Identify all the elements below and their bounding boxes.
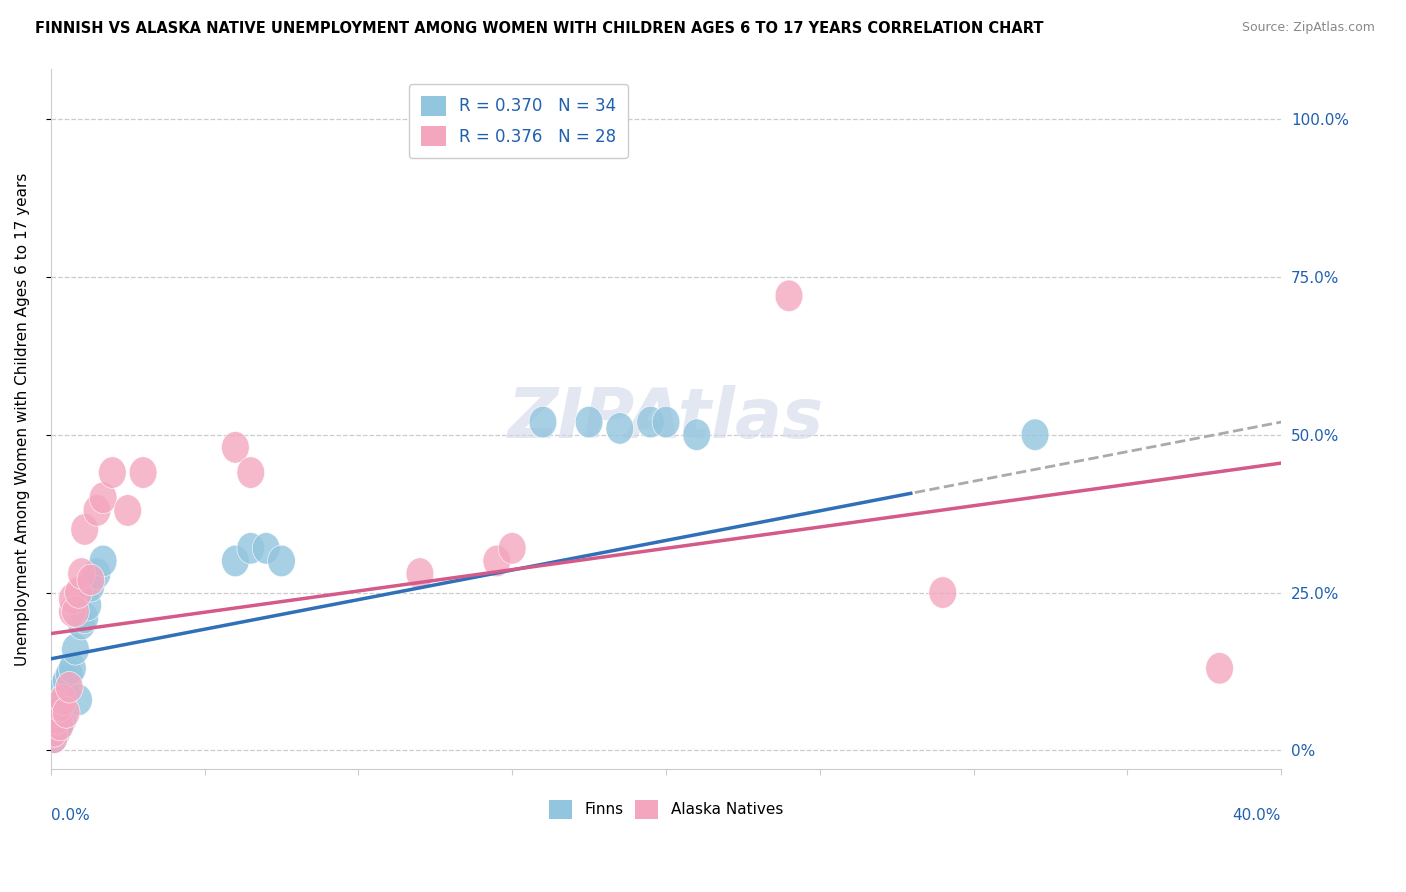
Text: 40.0%: 40.0% bbox=[1233, 808, 1281, 822]
Ellipse shape bbox=[529, 406, 557, 438]
Ellipse shape bbox=[55, 672, 83, 703]
Ellipse shape bbox=[59, 583, 86, 615]
Ellipse shape bbox=[39, 722, 67, 754]
Ellipse shape bbox=[1206, 653, 1233, 684]
Legend: Finns, Alaska Natives: Finns, Alaska Natives bbox=[543, 794, 789, 825]
Ellipse shape bbox=[929, 577, 956, 608]
Ellipse shape bbox=[236, 457, 264, 488]
Ellipse shape bbox=[49, 703, 77, 735]
Ellipse shape bbox=[775, 280, 803, 311]
Ellipse shape bbox=[49, 684, 77, 715]
Ellipse shape bbox=[89, 545, 117, 577]
Ellipse shape bbox=[683, 419, 710, 450]
Ellipse shape bbox=[75, 590, 101, 621]
Ellipse shape bbox=[83, 558, 111, 590]
Ellipse shape bbox=[44, 703, 70, 735]
Ellipse shape bbox=[44, 715, 70, 747]
Ellipse shape bbox=[637, 406, 665, 438]
Ellipse shape bbox=[484, 545, 510, 577]
Ellipse shape bbox=[77, 564, 104, 596]
Ellipse shape bbox=[52, 678, 80, 709]
Ellipse shape bbox=[52, 697, 80, 728]
Ellipse shape bbox=[575, 406, 603, 438]
Ellipse shape bbox=[62, 596, 89, 627]
Ellipse shape bbox=[62, 633, 89, 665]
Ellipse shape bbox=[39, 709, 67, 741]
Ellipse shape bbox=[83, 495, 111, 526]
Ellipse shape bbox=[70, 514, 98, 545]
Ellipse shape bbox=[46, 697, 75, 728]
Ellipse shape bbox=[606, 413, 634, 444]
Text: Source: ZipAtlas.com: Source: ZipAtlas.com bbox=[1241, 21, 1375, 35]
Ellipse shape bbox=[65, 684, 93, 715]
Ellipse shape bbox=[222, 545, 249, 577]
Ellipse shape bbox=[222, 432, 249, 463]
Ellipse shape bbox=[114, 495, 142, 526]
Ellipse shape bbox=[39, 722, 67, 754]
Ellipse shape bbox=[77, 570, 104, 602]
Ellipse shape bbox=[406, 558, 434, 590]
Ellipse shape bbox=[46, 690, 75, 722]
Ellipse shape bbox=[46, 709, 75, 741]
Ellipse shape bbox=[67, 608, 96, 640]
Ellipse shape bbox=[65, 577, 93, 608]
Ellipse shape bbox=[252, 533, 280, 564]
Text: 0.0%: 0.0% bbox=[51, 808, 90, 822]
Ellipse shape bbox=[49, 684, 77, 715]
Ellipse shape bbox=[98, 457, 127, 488]
Ellipse shape bbox=[46, 709, 75, 741]
Text: ZIPAtlas: ZIPAtlas bbox=[508, 385, 824, 452]
Ellipse shape bbox=[59, 653, 86, 684]
Ellipse shape bbox=[67, 558, 96, 590]
Ellipse shape bbox=[129, 457, 157, 488]
Ellipse shape bbox=[70, 602, 98, 633]
Ellipse shape bbox=[267, 545, 295, 577]
Ellipse shape bbox=[55, 659, 83, 690]
Ellipse shape bbox=[1021, 419, 1049, 450]
Ellipse shape bbox=[46, 690, 75, 722]
Ellipse shape bbox=[44, 703, 70, 735]
Ellipse shape bbox=[39, 715, 67, 747]
Ellipse shape bbox=[89, 482, 117, 514]
Y-axis label: Unemployment Among Women with Children Ages 6 to 17 years: Unemployment Among Women with Children A… bbox=[15, 172, 30, 665]
Ellipse shape bbox=[652, 406, 681, 438]
Ellipse shape bbox=[49, 672, 77, 703]
Ellipse shape bbox=[59, 596, 86, 627]
Ellipse shape bbox=[236, 533, 264, 564]
Ellipse shape bbox=[498, 533, 526, 564]
Ellipse shape bbox=[52, 665, 80, 697]
Text: FINNISH VS ALASKA NATIVE UNEMPLOYMENT AMONG WOMEN WITH CHILDREN AGES 6 TO 17 YEA: FINNISH VS ALASKA NATIVE UNEMPLOYMENT AM… bbox=[35, 21, 1043, 37]
